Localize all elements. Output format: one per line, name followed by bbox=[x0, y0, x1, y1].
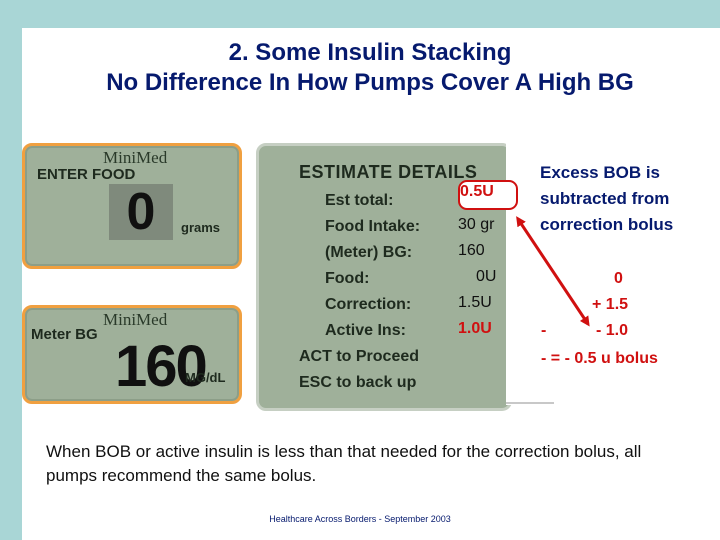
food-brand: MiniMed bbox=[103, 148, 168, 167]
bob-note: Excess BOB is subtracted from correction… bbox=[540, 163, 674, 234]
food-unit: grams bbox=[181, 220, 221, 235]
est-row-label: Food Intake: bbox=[325, 218, 421, 235]
slide-title: 2. Some Insulin Stacking No Difference I… bbox=[30, 38, 710, 98]
bg-unit: MG/dL bbox=[185, 370, 226, 385]
meter-bg-value: 160 bbox=[458, 242, 485, 259]
food-bolus-value: 0U bbox=[476, 268, 497, 285]
top-decor-bar bbox=[0, 0, 720, 28]
body-text: When BOB or active insulin is less than … bbox=[46, 442, 642, 485]
food-value-box: 0 bbox=[109, 184, 173, 240]
enter-food-panel: MiniMed ENTER FOOD 0 grams bbox=[22, 143, 242, 269]
est-row-label: Active Ins: bbox=[325, 322, 406, 339]
footer-text: Healthcare Across Borders - September 20… bbox=[269, 514, 451, 524]
est-row-label: Food: bbox=[325, 270, 370, 287]
est-total-highlight-box bbox=[458, 180, 518, 210]
act-proceed-text: ACT to Proceed bbox=[299, 348, 420, 365]
est-total-value: 0.5U bbox=[460, 183, 494, 200]
bg-value: 160 bbox=[115, 334, 208, 399]
calc-line-4: - = - 0.5 u bolus bbox=[541, 350, 658, 367]
meter-bg-panel: MiniMed Meter BG 160 MG/dL bbox=[22, 305, 242, 404]
calc-line-3-dash: - bbox=[541, 322, 547, 339]
esc-back-text: ESC to back up bbox=[299, 374, 417, 391]
est-row-label: (Meter) BG: bbox=[325, 244, 413, 261]
food-intake-value: 30 gr bbox=[458, 216, 495, 233]
title-line-1: 2. Some Insulin Stacking bbox=[228, 39, 512, 66]
bg-brand: MiniMed bbox=[103, 310, 168, 329]
title-line-2: No Difference In How Pumps Cover A High … bbox=[106, 69, 634, 96]
est-row-label: Correction: bbox=[325, 296, 412, 313]
calc-line-2: + 1.5 bbox=[592, 296, 629, 313]
divider bbox=[506, 402, 554, 404]
left-decor-bar bbox=[0, 28, 22, 540]
correction-value: 1.5U bbox=[458, 294, 492, 311]
food-label: ENTER FOOD bbox=[37, 166, 136, 183]
calc-line-3: - 1.0 bbox=[596, 322, 629, 339]
bg-label: Meter BG bbox=[31, 326, 98, 343]
est-row-label: Est total: bbox=[325, 192, 394, 209]
calc-line-1: 0 bbox=[614, 270, 623, 287]
estimate-title: ESTIMATE DETAILS bbox=[299, 162, 478, 182]
food-value: 0 bbox=[126, 183, 156, 241]
active-ins-value: 1.0U bbox=[458, 320, 492, 337]
